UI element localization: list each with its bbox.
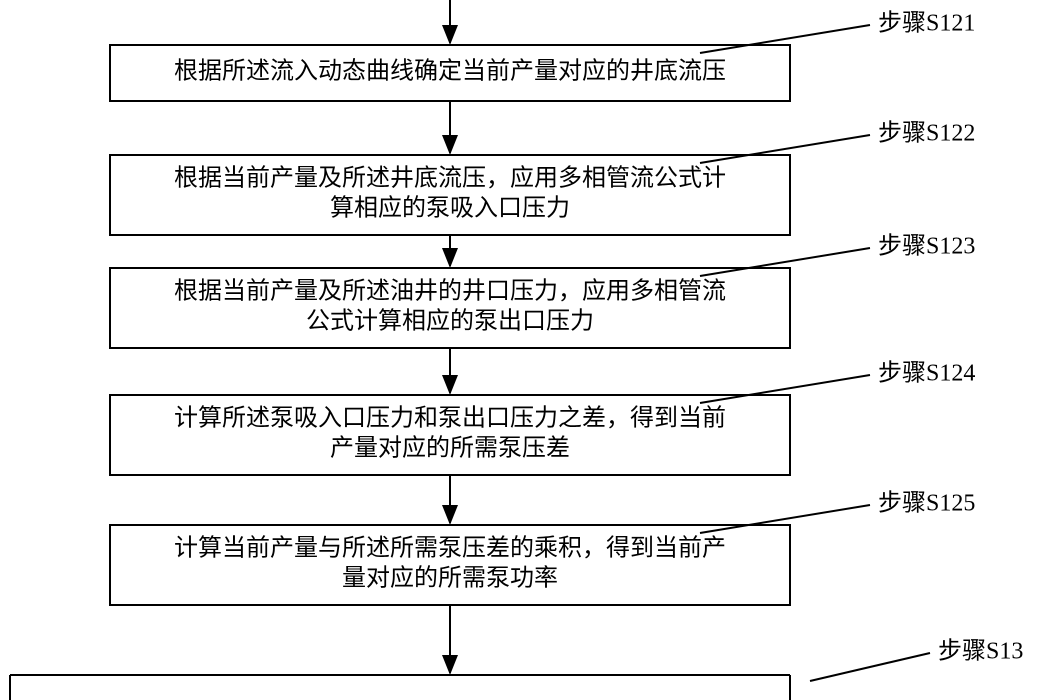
flow-step-s122: 根据当前产量及所述井底流压，应用多相管流公式计算相应的泵吸入口压力 步骤S122 — [110, 120, 975, 236]
step-text-line: 计算所述泵吸入口压力和泵出口压力之差，得到当前 — [174, 405, 726, 432]
step-label: 步骤S125 — [878, 490, 975, 517]
flow-step-s123: 根据当前产量及所述油井的井口压力，应用多相管流公式计算相应的泵出口压力 步骤S12… — [110, 233, 975, 349]
leader-line — [700, 248, 870, 276]
flow-step-s125: 计算当前产量与所述所需泵压差的乘积，得到当前产量对应的所需泵功率 步骤S125 — [110, 490, 975, 606]
partial-label: 步骤S13 — [938, 638, 1023, 665]
step-label: 步骤S124 — [878, 360, 975, 387]
leader-line — [700, 25, 870, 53]
step-label: 步骤S121 — [878, 10, 975, 37]
flow-step-s124: 计算所述泵吸入口压力和泵出口压力之差，得到当前产量对应的所需泵压差 步骤S124 — [110, 360, 975, 476]
partial-leader — [810, 653, 930, 681]
leader-line — [700, 375, 870, 403]
step-text-line: 公式计算相应的泵出口压力 — [306, 308, 594, 335]
step-text-line: 算相应的泵吸入口压力 — [330, 195, 570, 222]
step-text-line: 根据当前产量及所述油井的井口压力，应用多相管流 — [174, 278, 726, 305]
step-text-line: 产量对应的所需泵压差 — [330, 435, 570, 462]
step-text-line: 量对应的所需泵功率 — [342, 565, 558, 592]
step-label: 步骤S123 — [878, 233, 975, 260]
flow-step-s121: 根据所述流入动态曲线确定当前产量对应的井底流压 步骤S121 — [110, 10, 975, 102]
step-text-line: 计算当前产量与所述所需泵压差的乘积，得到当前产 — [174, 535, 726, 562]
step-label: 步骤S122 — [878, 120, 975, 147]
leader-line — [700, 505, 870, 533]
leader-line — [700, 135, 870, 163]
step-text-line: 根据当前产量及所述井底流压，应用多相管流公式计 — [174, 165, 726, 192]
flowchart-svg: 根据所述流入动态曲线确定当前产量对应的井底流压 步骤S121 根据当前产量及所述井底… — [0, 0, 1050, 700]
step-text-line: 根据所述流入动态曲线确定当前产量对应的井底流压 — [174, 58, 726, 85]
